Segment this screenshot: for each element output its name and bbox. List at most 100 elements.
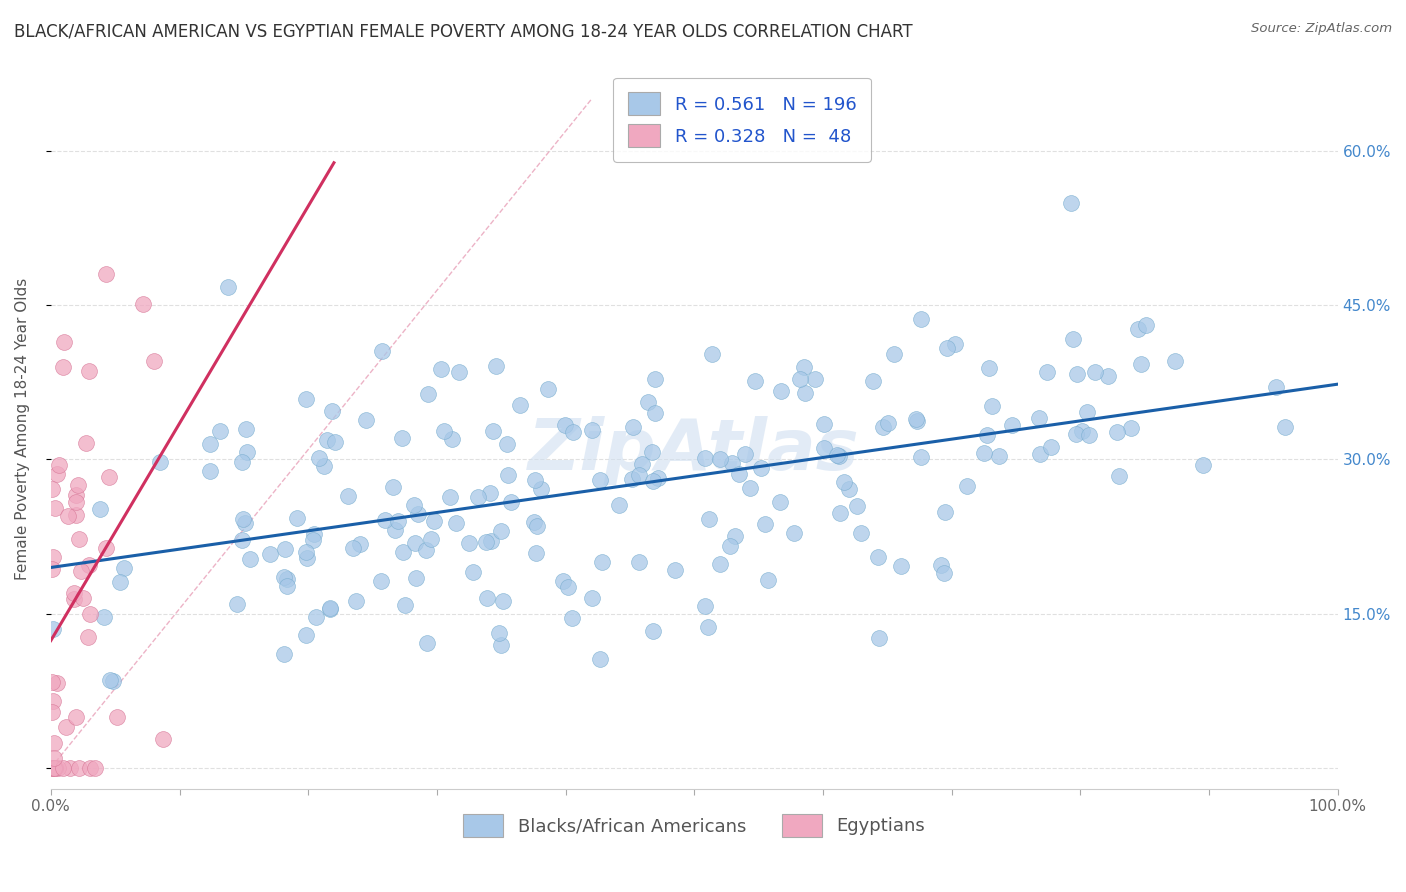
Point: [724, 528, 747, 542]
Point: [461, 565, 484, 579]
Point: [557, 580, 579, 594]
Point: [910, 311, 932, 326]
Point: [415, 542, 437, 557]
Point: [404, 536, 426, 550]
Point: [65, 494, 87, 508]
Point: [200, 437, 222, 451]
Point: [59, 761, 82, 775]
Point: [420, 532, 443, 546]
Point: [305, 609, 328, 624]
Point: [89, 502, 111, 516]
Point: [67, 761, 90, 775]
Point: [304, 527, 326, 541]
Point: [973, 445, 995, 459]
Text: Source: ZipAtlas.com: Source: ZipAtlas.com: [1251, 22, 1392, 36]
Point: [44, 761, 66, 775]
Point: [607, 498, 630, 512]
Point: [581, 591, 603, 605]
Point: [849, 526, 872, 541]
Point: [1135, 318, 1157, 332]
Point: [235, 422, 257, 436]
Point: [862, 374, 884, 388]
Point: [69, 533, 91, 547]
Point: [591, 555, 613, 569]
Point: [48, 458, 70, 473]
Point: [83, 761, 105, 775]
Point: [478, 485, 501, 500]
Point: [217, 280, 239, 294]
Point: [754, 516, 776, 531]
Point: [1029, 447, 1052, 461]
Y-axis label: Female Poverty Among 18-24 Year Olds: Female Poverty Among 18-24 Year Olds: [15, 277, 30, 580]
Point: [868, 549, 890, 564]
Point: [301, 533, 323, 548]
Point: [276, 572, 298, 586]
Point: [905, 412, 928, 426]
Point: [562, 425, 585, 439]
Point: [793, 359, 815, 374]
Point: [932, 566, 955, 580]
Point: [728, 467, 751, 481]
Point: [1126, 322, 1149, 336]
Point: [1130, 357, 1153, 371]
Point: [1076, 405, 1098, 419]
Point: [956, 479, 979, 493]
Point: [354, 413, 377, 427]
Point: [664, 563, 686, 577]
Point: [63, 592, 86, 607]
Legend: Blacks/African Americans, Egyptians: Blacks/African Americans, Egyptians: [456, 806, 932, 845]
Point: [46, 761, 69, 775]
Point: [105, 709, 128, 723]
Point: [239, 552, 262, 566]
Point: [336, 489, 359, 503]
Point: [813, 417, 835, 431]
Point: [1060, 196, 1083, 211]
Point: [387, 514, 409, 528]
Point: [644, 372, 666, 386]
Point: [405, 571, 427, 585]
Point: [696, 620, 718, 634]
Point: [41, 561, 63, 575]
Point: [718, 539, 741, 553]
Point: [1071, 424, 1094, 438]
Point: [1062, 332, 1084, 346]
Point: [589, 474, 612, 488]
Point: [208, 424, 231, 438]
Point: [709, 557, 731, 571]
Point: [744, 374, 766, 388]
Point: [641, 474, 664, 488]
Point: [406, 507, 429, 521]
Point: [554, 417, 576, 432]
Point: [643, 624, 665, 639]
Point: [273, 569, 295, 583]
Point: [295, 550, 318, 565]
Point: [647, 470, 669, 484]
Point: [489, 638, 512, 652]
Point: [936, 342, 959, 356]
Point: [501, 495, 523, 509]
Point: [449, 365, 471, 379]
Point: [52, 761, 75, 775]
Point: [637, 395, 659, 409]
Point: [314, 458, 336, 473]
Point: [526, 519, 548, 533]
Point: [41, 761, 63, 775]
Point: [828, 506, 851, 520]
Point: [976, 427, 998, 442]
Point: [342, 541, 364, 555]
Point: [1264, 380, 1286, 394]
Point: [41, 705, 63, 719]
Point: [981, 399, 1004, 413]
Point: [56, 508, 79, 523]
Point: [41, 622, 63, 636]
Point: [509, 398, 531, 412]
Point: [131, 297, 153, 311]
Point: [481, 424, 503, 438]
Point: [42, 549, 65, 564]
Point: [1274, 420, 1296, 434]
Point: [1077, 428, 1099, 442]
Point: [441, 432, 464, 446]
Point: [709, 452, 731, 467]
Point: [273, 647, 295, 661]
Point: [876, 416, 898, 430]
